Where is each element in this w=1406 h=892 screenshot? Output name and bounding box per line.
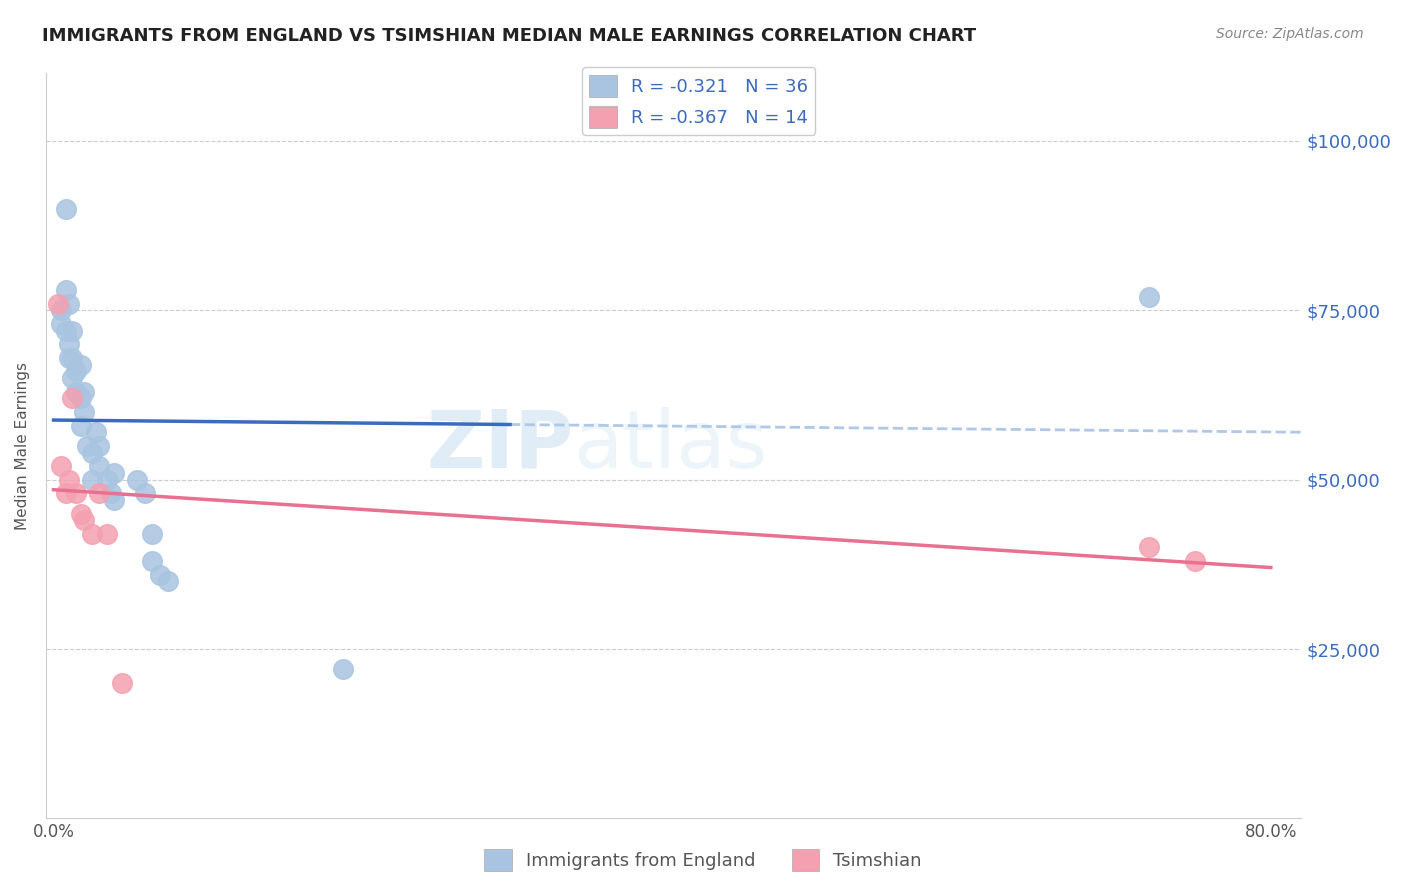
Point [65, 384, 87, 399]
Point [55, 202, 77, 216]
Point [60, 371, 83, 385]
Y-axis label: Median Male Earnings: Median Male Earnings [15, 362, 30, 530]
Point [51, 303, 73, 318]
Point [156, 574, 179, 589]
Text: atlas: atlas [574, 407, 768, 485]
Point [103, 466, 125, 480]
Text: IMMIGRANTS FROM ENGLAND VS TSIMSHIAN MEDIAN MALE EARNINGS CORRELATION CHART: IMMIGRANTS FROM ENGLAND VS TSIMSHIAN MED… [42, 27, 976, 45]
Point [60, 324, 83, 338]
Point [89, 439, 111, 453]
Point [55, 324, 77, 338]
Point [149, 567, 172, 582]
Point [51, 459, 73, 474]
Point [58, 296, 80, 310]
Point [76, 439, 98, 453]
Point [127, 473, 149, 487]
Point [60, 392, 83, 406]
Point [111, 676, 134, 690]
Point [58, 473, 80, 487]
Point [58, 351, 80, 365]
Text: ZIP: ZIP [426, 407, 574, 485]
Point [70, 507, 93, 521]
Point [103, 493, 125, 508]
Point [55, 486, 77, 500]
Point [141, 554, 163, 568]
Point [65, 486, 87, 500]
Point [65, 364, 87, 378]
Point [80, 527, 103, 541]
Point [96, 473, 118, 487]
Point [70, 418, 93, 433]
Legend: Immigrants from England, Tsimshian: Immigrants from England, Tsimshian [477, 842, 929, 879]
Point [96, 527, 118, 541]
Point [70, 358, 93, 372]
Point [46, 296, 69, 310]
Point [80, 473, 103, 487]
Point [332, 662, 354, 676]
Point [73, 405, 96, 419]
Point [1137, 541, 1160, 555]
Point [73, 384, 96, 399]
Point [60, 351, 83, 365]
Point [58, 337, 80, 351]
Point [89, 459, 111, 474]
Point [55, 283, 77, 297]
Point [84, 425, 107, 440]
Text: Source: ZipAtlas.com: Source: ZipAtlas.com [1216, 27, 1364, 41]
Point [100, 486, 122, 500]
Point [89, 486, 111, 500]
Point [141, 527, 163, 541]
Point [134, 486, 156, 500]
Point [70, 392, 93, 406]
Point [1137, 290, 1160, 304]
Point [51, 317, 73, 331]
Point [73, 513, 96, 527]
Point [1184, 554, 1206, 568]
Legend: R = -0.321   N = 36, R = -0.367   N = 14: R = -0.321 N = 36, R = -0.367 N = 14 [582, 68, 815, 135]
Point [80, 445, 103, 459]
